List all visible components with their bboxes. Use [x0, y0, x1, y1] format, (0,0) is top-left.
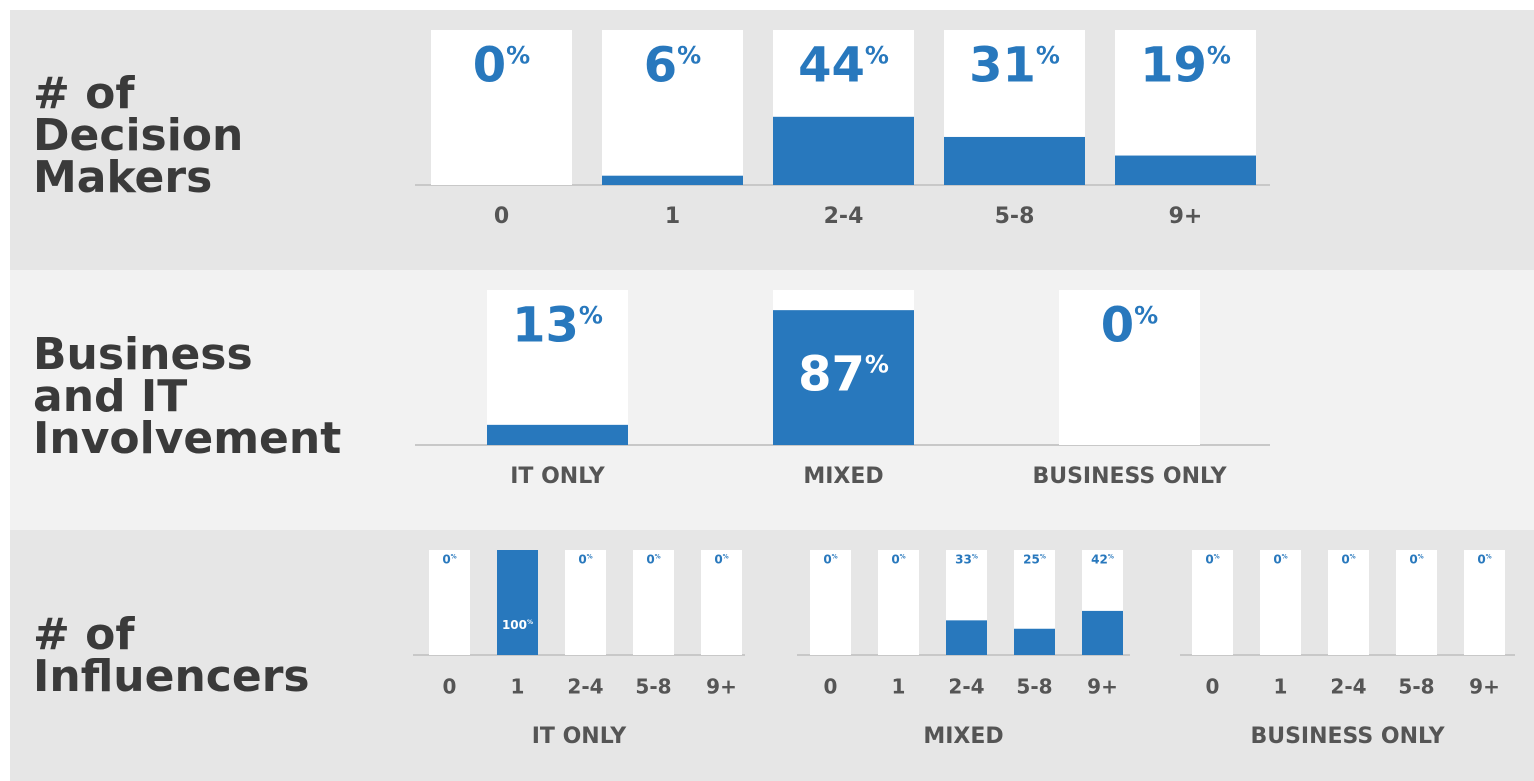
value-label: 0%	[823, 552, 837, 566]
value-label: 0%	[891, 552, 905, 566]
value-label: 0%	[442, 552, 456, 566]
bar-background	[633, 550, 674, 655]
bar-background	[565, 550, 606, 655]
value-label: 0%	[1101, 297, 1158, 353]
value-label: 33%	[955, 552, 978, 566]
bar-background	[1059, 290, 1200, 445]
value-label: 0%	[1273, 552, 1287, 566]
value-label: 6%	[644, 37, 701, 93]
bar-background	[429, 550, 470, 655]
bar-background	[487, 290, 628, 445]
value-label: 25%	[1023, 552, 1046, 566]
x-tick-label: 0	[1206, 675, 1220, 699]
x-tick-label: 0	[443, 675, 457, 699]
value-label: 0%	[1477, 552, 1491, 566]
bar	[946, 620, 987, 655]
bar	[1082, 610, 1123, 655]
x-tick-label: 1	[892, 675, 906, 699]
section-title: # of Decision Makers	[33, 68, 244, 203]
x-tick-label: MIXED	[803, 464, 883, 489]
value-label: 42%	[1091, 552, 1114, 566]
bar-background	[431, 30, 572, 185]
value-label: 0%	[1409, 552, 1423, 566]
x-tick-label: 2-4	[948, 675, 984, 699]
value-label: 31%	[969, 37, 1060, 93]
x-tick-label: IT ONLY	[510, 464, 606, 489]
panel-label: MIXED	[923, 724, 1003, 749]
x-tick-label: 1	[511, 675, 525, 699]
value-label: 100%	[502, 618, 533, 632]
bar-background	[602, 30, 743, 185]
x-tick-label: 5-8	[635, 675, 671, 699]
x-tick-label: 9+	[1169, 204, 1203, 229]
section-title: # of Influencers	[33, 609, 310, 702]
panel-label: IT ONLY	[532, 724, 628, 749]
value-label: 0%	[714, 552, 728, 566]
x-tick-label: 2-4	[567, 675, 603, 699]
value-label: 0%	[646, 552, 660, 566]
bar-background	[1192, 550, 1233, 655]
bar	[602, 175, 743, 185]
bar	[773, 116, 914, 185]
value-label: 13%	[512, 297, 603, 353]
x-tick-label: 2-4	[1330, 675, 1366, 699]
section-bg	[10, 10, 1534, 270]
value-label: 0%	[473, 37, 530, 93]
x-tick-label: 1	[1274, 675, 1288, 699]
panel-label: BUSINESS ONLY	[1250, 724, 1445, 749]
x-tick-label: 5-8	[995, 204, 1035, 229]
bar	[497, 550, 538, 655]
value-label: 44%	[798, 37, 889, 93]
x-tick-label: BUSINESS ONLY	[1032, 464, 1227, 489]
value-label: 87%	[798, 347, 889, 403]
bar	[1014, 628, 1055, 655]
x-tick-label: 9+	[1469, 675, 1500, 699]
value-label: 19%	[1140, 37, 1231, 93]
value-label: 0%	[1205, 552, 1219, 566]
x-tick-label: 5-8	[1016, 675, 1052, 699]
section-bg	[10, 270, 1534, 530]
bar-background	[1328, 550, 1369, 655]
bar-background	[1464, 550, 1505, 655]
x-tick-label: 0	[824, 675, 838, 699]
value-label: 0%	[578, 552, 592, 566]
bar	[1115, 155, 1256, 185]
x-tick-label: 1	[665, 204, 680, 229]
x-tick-label: 5-8	[1398, 675, 1434, 699]
x-tick-label: 0	[494, 204, 509, 229]
value-label: 0%	[1341, 552, 1355, 566]
bar	[487, 424, 628, 445]
bar-background	[878, 550, 919, 655]
x-tick-label: 2-4	[824, 204, 864, 229]
bar	[773, 310, 914, 445]
bar-background	[1396, 550, 1437, 655]
section-title: Business and IT Involvement	[33, 329, 342, 464]
bar-background	[810, 550, 851, 655]
bar-background	[1260, 550, 1301, 655]
bar-background	[701, 550, 742, 655]
bar	[944, 136, 1085, 185]
x-tick-label: 9+	[706, 675, 737, 699]
x-tick-label: 9+	[1087, 675, 1118, 699]
